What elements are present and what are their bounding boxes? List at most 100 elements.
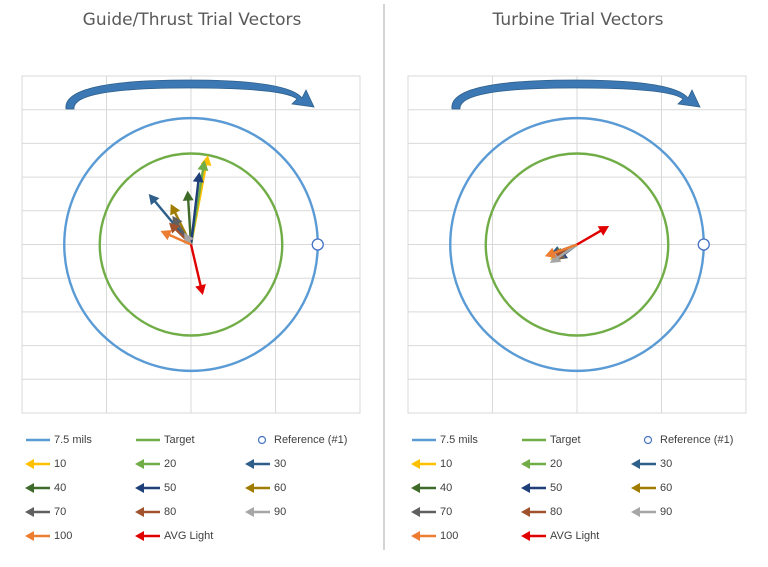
legend-label: 50 xyxy=(550,482,563,494)
vector-50 xyxy=(189,172,204,245)
arrow-left-icon xyxy=(245,459,270,469)
turbine-chart xyxy=(407,75,747,414)
arrow-left-icon xyxy=(411,507,436,517)
panel-divider xyxy=(383,4,385,550)
legend-label: Reference (#1) xyxy=(274,434,348,446)
legend-label: 100 xyxy=(54,530,73,542)
legend-item: 60 xyxy=(244,479,286,497)
legend-item: 90 xyxy=(244,503,286,521)
legend-item: 7.5 mils xyxy=(410,431,478,449)
line-swatch-icon xyxy=(136,438,160,442)
legend-label: 30 xyxy=(660,458,673,470)
arrow-left-icon xyxy=(521,507,546,517)
legend-item: 20 xyxy=(520,455,562,473)
arrow-left-icon xyxy=(135,507,160,517)
legend-item: 10 xyxy=(410,455,452,473)
arrow-left-icon xyxy=(135,483,160,493)
chart-legend: 7.5 mils Target Reference (#1) 10 20 30 40 50 60… xyxy=(410,430,760,550)
legend-label: Target xyxy=(550,434,581,446)
vector-100 xyxy=(160,230,192,246)
legend-label: 100 xyxy=(440,530,459,542)
legend-item: 60 xyxy=(630,479,672,497)
legend-label: AVG Light xyxy=(164,530,214,542)
legend-label: 20 xyxy=(164,458,177,470)
arrow-left-icon xyxy=(245,483,270,493)
arrow-left-icon xyxy=(25,507,50,517)
legend-label: 20 xyxy=(550,458,563,470)
legend-label: 40 xyxy=(440,482,453,494)
legend-item: 7.5 mils xyxy=(24,431,92,449)
chart-title: Guide/Thrust Trial Vectors xyxy=(82,10,302,30)
arrow-left-icon xyxy=(411,459,436,469)
legend-item: Reference (#1) xyxy=(630,431,733,449)
legend-item: 70 xyxy=(24,503,66,521)
legend-item: 100 xyxy=(24,527,72,545)
arrow-left-icon xyxy=(411,483,436,493)
legend-item: Reference (#1) xyxy=(244,431,347,449)
arrow-left-icon xyxy=(631,459,656,469)
legend-label: 70 xyxy=(54,506,67,518)
reference-marker xyxy=(697,238,710,251)
legend-item: Target xyxy=(520,431,581,449)
legend-item: 20 xyxy=(134,455,176,473)
arrow-left-icon xyxy=(631,483,656,493)
legend-label: 50 xyxy=(164,482,177,494)
legend-label: 90 xyxy=(274,506,287,518)
arrow-left-icon xyxy=(521,459,546,469)
legend-item: AVG Light xyxy=(134,527,213,545)
legend-item: 10 xyxy=(24,455,66,473)
legend-label: 90 xyxy=(660,506,673,518)
legend-item: 40 xyxy=(410,479,452,497)
legend-item: 30 xyxy=(630,455,672,473)
legend-item: 50 xyxy=(520,479,562,497)
vector-avg-light xyxy=(189,244,206,296)
arrow-left-icon xyxy=(25,483,50,493)
legend-label: 10 xyxy=(54,458,67,470)
guide-thrust-panel: Guide/Thrust Trial Vectors 7.5 mils Targe… xyxy=(21,10,374,550)
arrow-left-icon xyxy=(245,507,270,517)
legend-item: 90 xyxy=(630,503,672,521)
reference-marker xyxy=(311,238,324,251)
legend-label: 70 xyxy=(440,506,453,518)
guide-thrust-chart xyxy=(21,75,361,414)
turbine-panel: Turbine Trial Vectors 7.5 mils Target Refe… xyxy=(386,0,768,567)
chart-title: Turbine Trial Vectors xyxy=(492,10,664,30)
legend-label: 80 xyxy=(164,506,177,518)
arrow-left-icon xyxy=(25,459,50,469)
legend-item: Target xyxy=(134,431,195,449)
arrow-left-icon xyxy=(25,531,50,541)
arrow-left-icon xyxy=(411,531,436,541)
arrow-left-icon xyxy=(135,459,160,469)
legend-label: 7.5 mils xyxy=(440,434,478,446)
legend-item: 80 xyxy=(134,503,176,521)
rotation-direction-arrow xyxy=(451,79,701,110)
legend-item: 40 xyxy=(24,479,66,497)
legend-label: 7.5 mils xyxy=(54,434,92,446)
legend-label: Target xyxy=(164,434,195,446)
legend-label: 30 xyxy=(274,458,287,470)
chart-legend: 7.5 mils Target Reference (#1) 10 20 30 40 50 60… xyxy=(24,430,374,550)
arrow-left-icon xyxy=(631,507,656,517)
legend-label: 60 xyxy=(274,482,287,494)
legend-label: 80 xyxy=(550,506,563,518)
arrow-left-icon xyxy=(135,531,160,541)
arrow-left-icon xyxy=(521,483,546,493)
rotation-direction-arrow xyxy=(65,79,315,110)
vector-100 xyxy=(544,243,578,259)
line-swatch-icon xyxy=(26,438,50,442)
target-circle xyxy=(484,152,670,337)
legend-label: Reference (#1) xyxy=(660,434,734,446)
legend-item: 50 xyxy=(134,479,176,497)
line-swatch-icon xyxy=(412,438,436,442)
vector-avg-light xyxy=(576,225,610,246)
legend-item: 80 xyxy=(520,503,562,521)
line-swatch-icon xyxy=(522,438,546,442)
arrow-left-icon xyxy=(521,531,546,541)
target-circle xyxy=(98,152,284,337)
legend-item: 70 xyxy=(410,503,452,521)
legend-label: 60 xyxy=(660,482,673,494)
circle-marker-icon xyxy=(643,435,653,445)
legend-item: 100 xyxy=(410,527,458,545)
legend-label: AVG Light xyxy=(550,530,600,542)
legend-label: 10 xyxy=(440,458,453,470)
